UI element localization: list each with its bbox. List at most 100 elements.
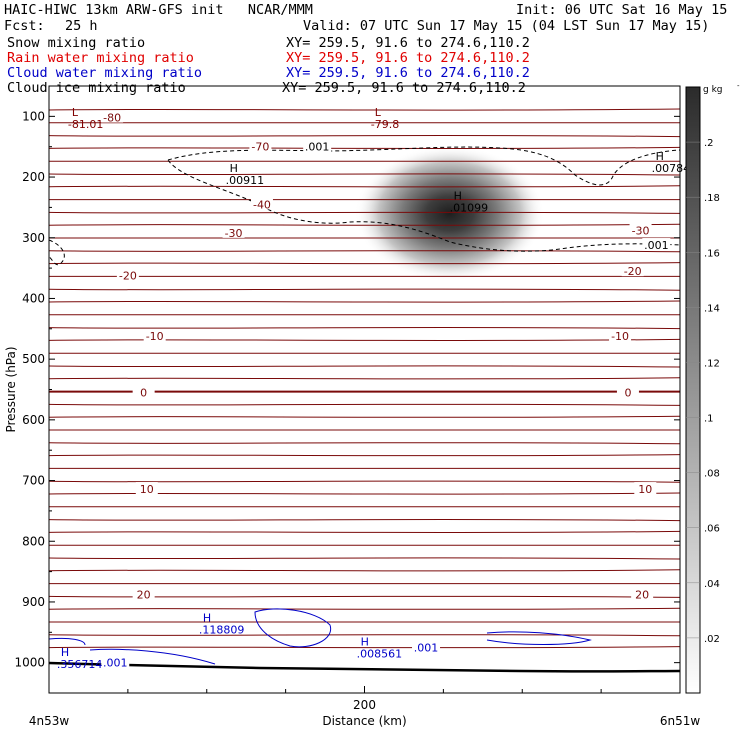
colorbar-scale [685,86,701,694]
field-xy-cloud-water: XY= 259.5, 91.6 to 274.6,110.2 [286,65,530,81]
field-name-rain: Rain water mixing ratio [7,50,194,66]
isotherm-line [48,146,681,150]
snow-mixing-ratio-shading [354,145,545,282]
isotherm-line [48,185,681,188]
isotherm-line [48,173,681,176]
isotherm-line [48,530,681,534]
init-time: Init: 06 UTC Sat 16 May 15 [516,2,728,18]
y-tick-label: 300 [22,231,45,245]
extremum-marker: H [203,611,211,624]
colorbar-tick-label: .2 [704,138,714,149]
y-tick-label: 600 [22,413,45,427]
colorbar-tick-label: .04 [704,579,720,590]
isotherm-line [48,134,681,138]
isotherm-label: -40 [253,198,271,211]
extremum-value: -79.8 [371,118,399,131]
isotherm-label-bg [634,482,657,495]
isotherm-line [48,211,681,214]
extremum-marker: H [230,162,238,175]
colorbar-tick-label: .02 [704,634,720,645]
y-tick-label: 900 [22,595,45,609]
isotherm-line [48,569,681,572]
isotherm-line [48,250,681,253]
extremum-value: -81.01 [68,118,103,131]
field-name-snow: Snow mixing ratio [7,35,146,51]
x-axis-title: Distance (km) [322,714,406,728]
isotherm-line [48,442,681,445]
x-tick-label: 200 [353,698,376,712]
extremum-value: .01099 [450,201,489,214]
isotherm-label: 20 [635,589,649,602]
extremum-marker: H [656,150,664,163]
extremum-value: .00784 [652,162,691,175]
isotherm-line [48,262,681,265]
isotherm-line [48,415,681,418]
contour-label: .001 [414,641,439,654]
colorbar-tick-label: .16 [704,248,720,259]
extremum-value: .356714 [57,658,102,671]
valid-time: Valid: 07 UTC Sun 17 May 15 (04 LST Sun … [303,18,710,34]
isotherm-label: -30 [225,227,243,240]
isotherm-label-bg [132,587,155,600]
isotherm-line [48,223,681,226]
contour-label: .001 [305,141,330,154]
isotherm-line [48,377,681,380]
isotherm-line [48,108,681,111]
isotherm-label: 0 [140,387,147,400]
field-xy-cloud-ice: XY= 259.5, 91.6 to 274.6,110.2 [282,80,526,96]
isotherm-label: -20 [624,265,642,278]
forecast-hours: 25 h [65,18,98,34]
x-right-end-label: 6n51w [660,714,701,728]
cloud-ice-contour-edge [48,239,65,266]
colorbar-tick-label: .12 [704,358,720,369]
contour-label: .001 [103,657,128,670]
isotherm-label-bg [135,482,158,495]
contour-label: .001 [644,239,669,252]
field-name-cloud-water: Cloud water mixing ratio [7,65,203,81]
isotherm-line [48,338,681,342]
isotherm-label-bg [116,268,139,281]
isotherm-label-bg [609,329,632,342]
colorbar-unit-exponent: -1 [737,82,740,90]
colorbar-tick-label: .14 [704,303,720,314]
x-left-end-label: 4n53w [29,714,70,728]
cloud-ice-contour [167,146,681,252]
extremum-value: .118809 [199,623,245,636]
isotherm-line [48,326,681,330]
y-tick-label: 200 [22,170,45,184]
field-xy-snow: XY= 259.5, 91.6 to 274.6,110.2 [286,35,530,51]
isotherm-line [48,454,681,457]
extremum-marker: H [361,636,369,649]
plot-title: HAIC-HIWC 13km ARW-GFS init NCAR/MMM [4,2,313,18]
isotherm-label: -20 [119,269,137,282]
isotherm-line [48,492,681,495]
y-tick-label: 400 [22,291,45,305]
y-tick-label: 700 [22,474,45,488]
y-axis-title: Pressure (hPa) [4,346,18,432]
isotherm-line [48,634,681,637]
contour-label-bg [412,640,441,653]
isotherm-label: 10 [638,483,652,496]
isotherm-line [48,518,681,522]
isotherm-label: -80 [103,112,121,125]
isotherm-label-bg [222,225,245,238]
isotherm-label: -70 [251,141,269,154]
isotherm-line [48,646,681,649]
isotherm-label-bg [101,110,124,123]
extremum-marker: H [61,646,69,659]
colorbar-tick-label: .06 [704,524,720,535]
isotherm-label: 20 [137,589,151,602]
y-tick-label: 800 [22,534,45,548]
forecast-label: Fcst: [4,18,45,34]
terrain-surface-line [48,661,681,673]
isotherm-line [48,288,681,291]
extremum-value: .008561 [357,648,403,661]
y-tick-label: 1000 [14,656,45,670]
isotherm-label-bg [629,223,652,236]
colorbar-tick-label: .08 [704,469,720,480]
extremum-marker: L [72,106,79,119]
colorbar-unit: g kg [703,85,723,95]
isotherm-line [48,365,681,368]
isotherm-line [48,595,681,598]
